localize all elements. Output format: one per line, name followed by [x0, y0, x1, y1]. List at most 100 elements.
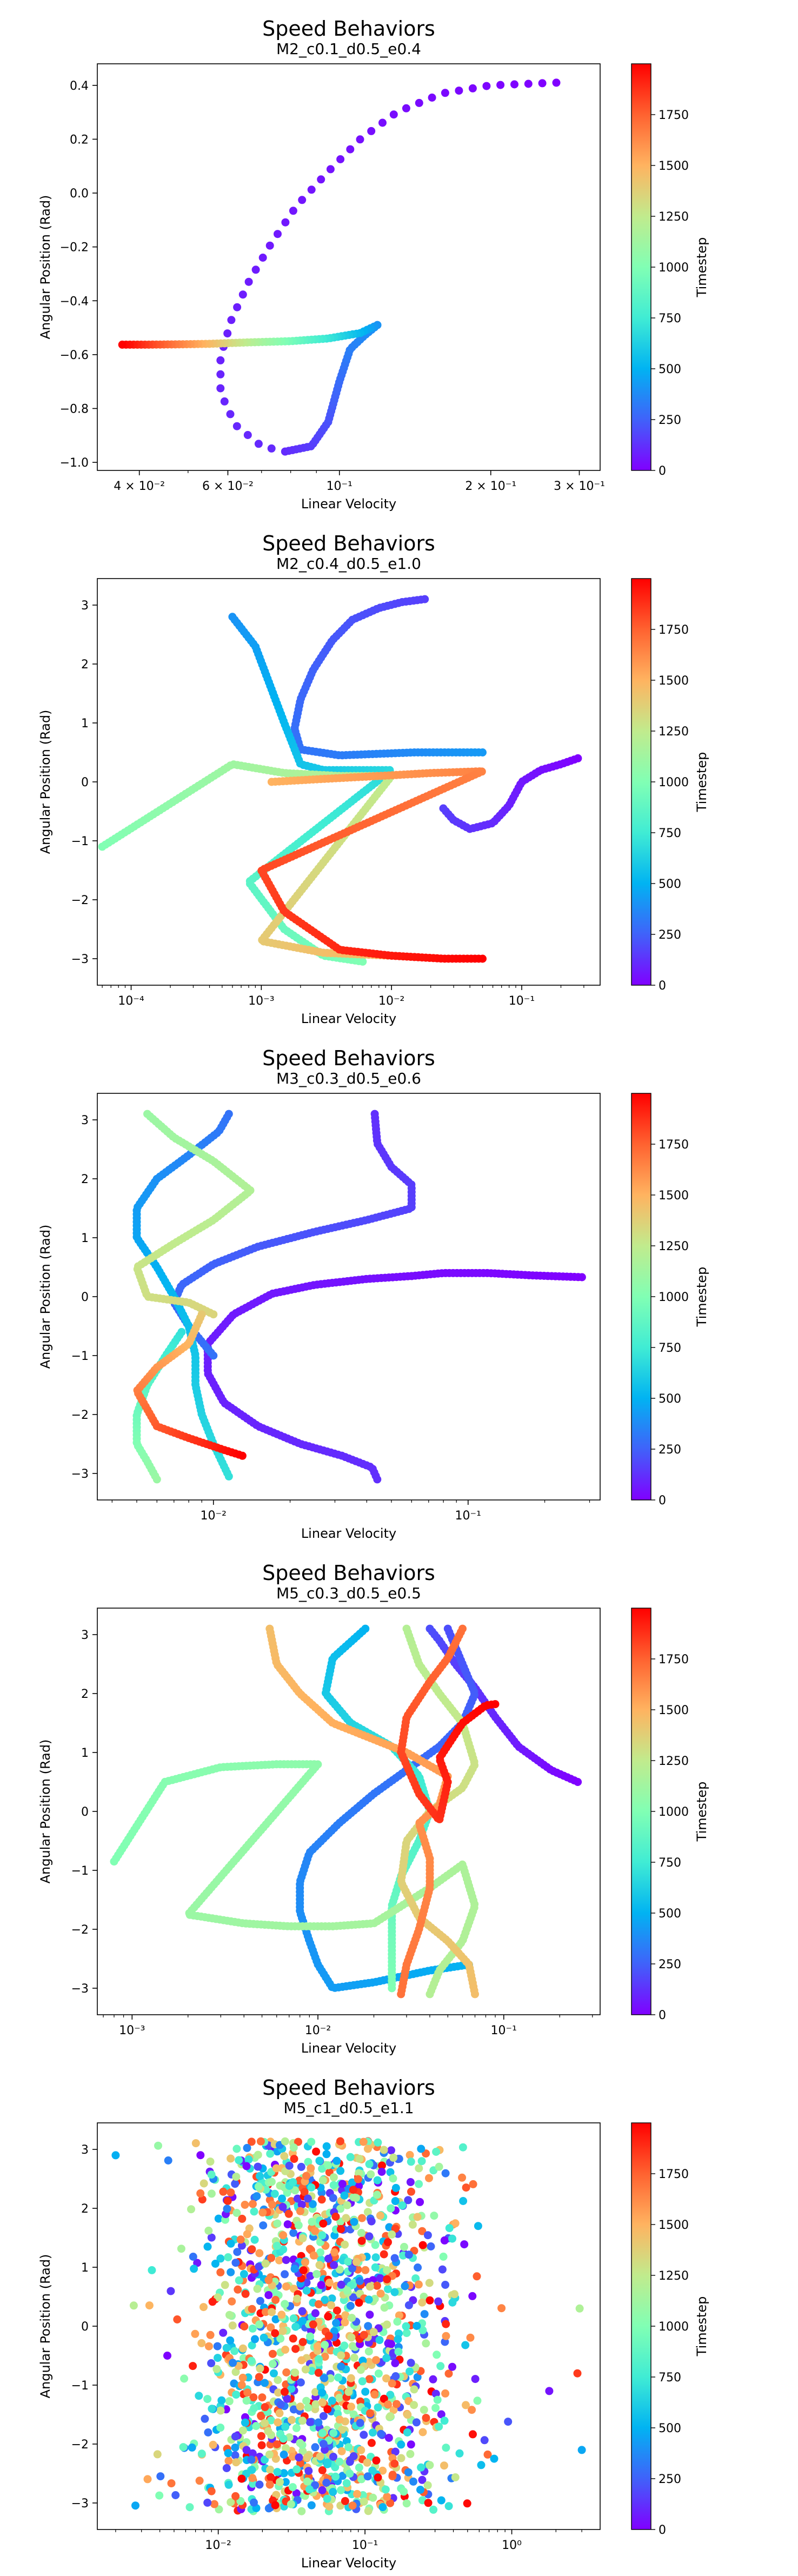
data-point [274, 2376, 282, 2384]
data-point [496, 81, 505, 89]
data-point [312, 2147, 321, 2156]
data-point [359, 2137, 368, 2146]
data-point [391, 2372, 400, 2380]
colorbar-tick-label: 1750 [659, 109, 689, 122]
data-point [221, 2281, 229, 2289]
data-point [462, 2183, 470, 2192]
data-point [264, 2291, 273, 2299]
data-point [314, 2300, 323, 2308]
data-point [231, 2368, 240, 2376]
data-point [334, 2373, 343, 2382]
data-point [164, 2156, 172, 2165]
data-point [281, 2300, 289, 2308]
data-point [196, 2189, 205, 2197]
data-point [238, 2426, 247, 2435]
data-point [433, 2351, 441, 2359]
data-point [332, 2306, 341, 2315]
data-point [227, 2498, 235, 2506]
data-point [228, 2321, 237, 2330]
data-point [414, 2280, 423, 2289]
data-point [437, 2496, 445, 2505]
data-point [304, 2404, 312, 2412]
data-point [304, 2467, 313, 2475]
data-point [394, 2335, 402, 2343]
data-point [490, 2454, 498, 2463]
data-point [384, 2400, 393, 2409]
data-point [343, 2201, 351, 2209]
colorbar-tick-label: 250 [659, 2473, 681, 2486]
data-point [259, 2221, 268, 2230]
data-point [225, 2397, 234, 2406]
data-point [323, 2494, 331, 2503]
data-point [281, 2270, 289, 2279]
data-point [271, 2315, 280, 2323]
data-point [255, 2480, 264, 2489]
y-tick-label: 1 [81, 2261, 89, 2275]
data-point [483, 2450, 492, 2459]
x-tick-label: 3 × 10⁻¹ [554, 480, 605, 493]
data-point [247, 2137, 256, 2146]
data-point [207, 2170, 216, 2179]
data-point [289, 2143, 298, 2152]
data-point [367, 2217, 376, 2226]
data-point [291, 2322, 300, 2331]
data-point [252, 2422, 261, 2431]
data-point [189, 2362, 197, 2371]
data-point [471, 2375, 480, 2384]
data-point [296, 2378, 305, 2387]
data-point [365, 2282, 374, 2291]
data-point [354, 2175, 362, 2183]
data-point [468, 2292, 477, 2300]
data-point [444, 2369, 453, 2378]
data-point [278, 2327, 287, 2335]
data-point [345, 2458, 354, 2466]
data-point [427, 2242, 435, 2250]
data-point [238, 290, 247, 299]
data-point [248, 2341, 256, 2349]
data-point [381, 2485, 390, 2494]
data-point [267, 2323, 275, 2332]
data-point [398, 2201, 407, 2210]
data-point [420, 2310, 429, 2319]
data-point [458, 2173, 467, 2182]
x-tick-label: 10⁻¹ [455, 1509, 481, 1523]
colorbar-tick-label: 750 [659, 2371, 681, 2385]
data-point [510, 80, 518, 89]
data-point [180, 2374, 189, 2383]
data-point [425, 1990, 434, 1999]
data-point [214, 2214, 223, 2223]
data-point [242, 2162, 251, 2170]
data-point [324, 2254, 332, 2263]
data-point [233, 303, 242, 311]
x-tick-label: 10⁰ [502, 2539, 522, 2552]
data-point [417, 2145, 425, 2153]
x-tick-label: 10⁻¹ [327, 480, 353, 493]
data-point [323, 2460, 331, 2468]
data-point [420, 2406, 428, 2414]
data-point [439, 804, 448, 813]
data-point [283, 2394, 291, 2403]
data-point [338, 2180, 347, 2188]
data-point [477, 2461, 486, 2469]
data-point [208, 2405, 216, 2413]
data-point [313, 2342, 322, 2351]
data-point [346, 145, 355, 154]
data-point [232, 2145, 241, 2153]
data-point [306, 2332, 314, 2341]
data-point [478, 954, 487, 963]
data-point [154, 2141, 162, 2150]
data-point [397, 2454, 405, 2462]
colorbar-tick-label: 500 [659, 1392, 681, 1406]
data-point [387, 2204, 395, 2213]
data-point [276, 2400, 285, 2409]
data-point [403, 2411, 412, 2419]
data-point [143, 2475, 152, 2484]
data-point [404, 2250, 413, 2259]
data-point [439, 2252, 448, 2261]
y-tick-label: 2 [81, 1688, 89, 1701]
data-point [203, 2395, 212, 2404]
data-point [497, 2304, 506, 2313]
data-point [575, 2304, 584, 2313]
data-point [370, 2390, 379, 2399]
data-point [431, 2404, 440, 2412]
